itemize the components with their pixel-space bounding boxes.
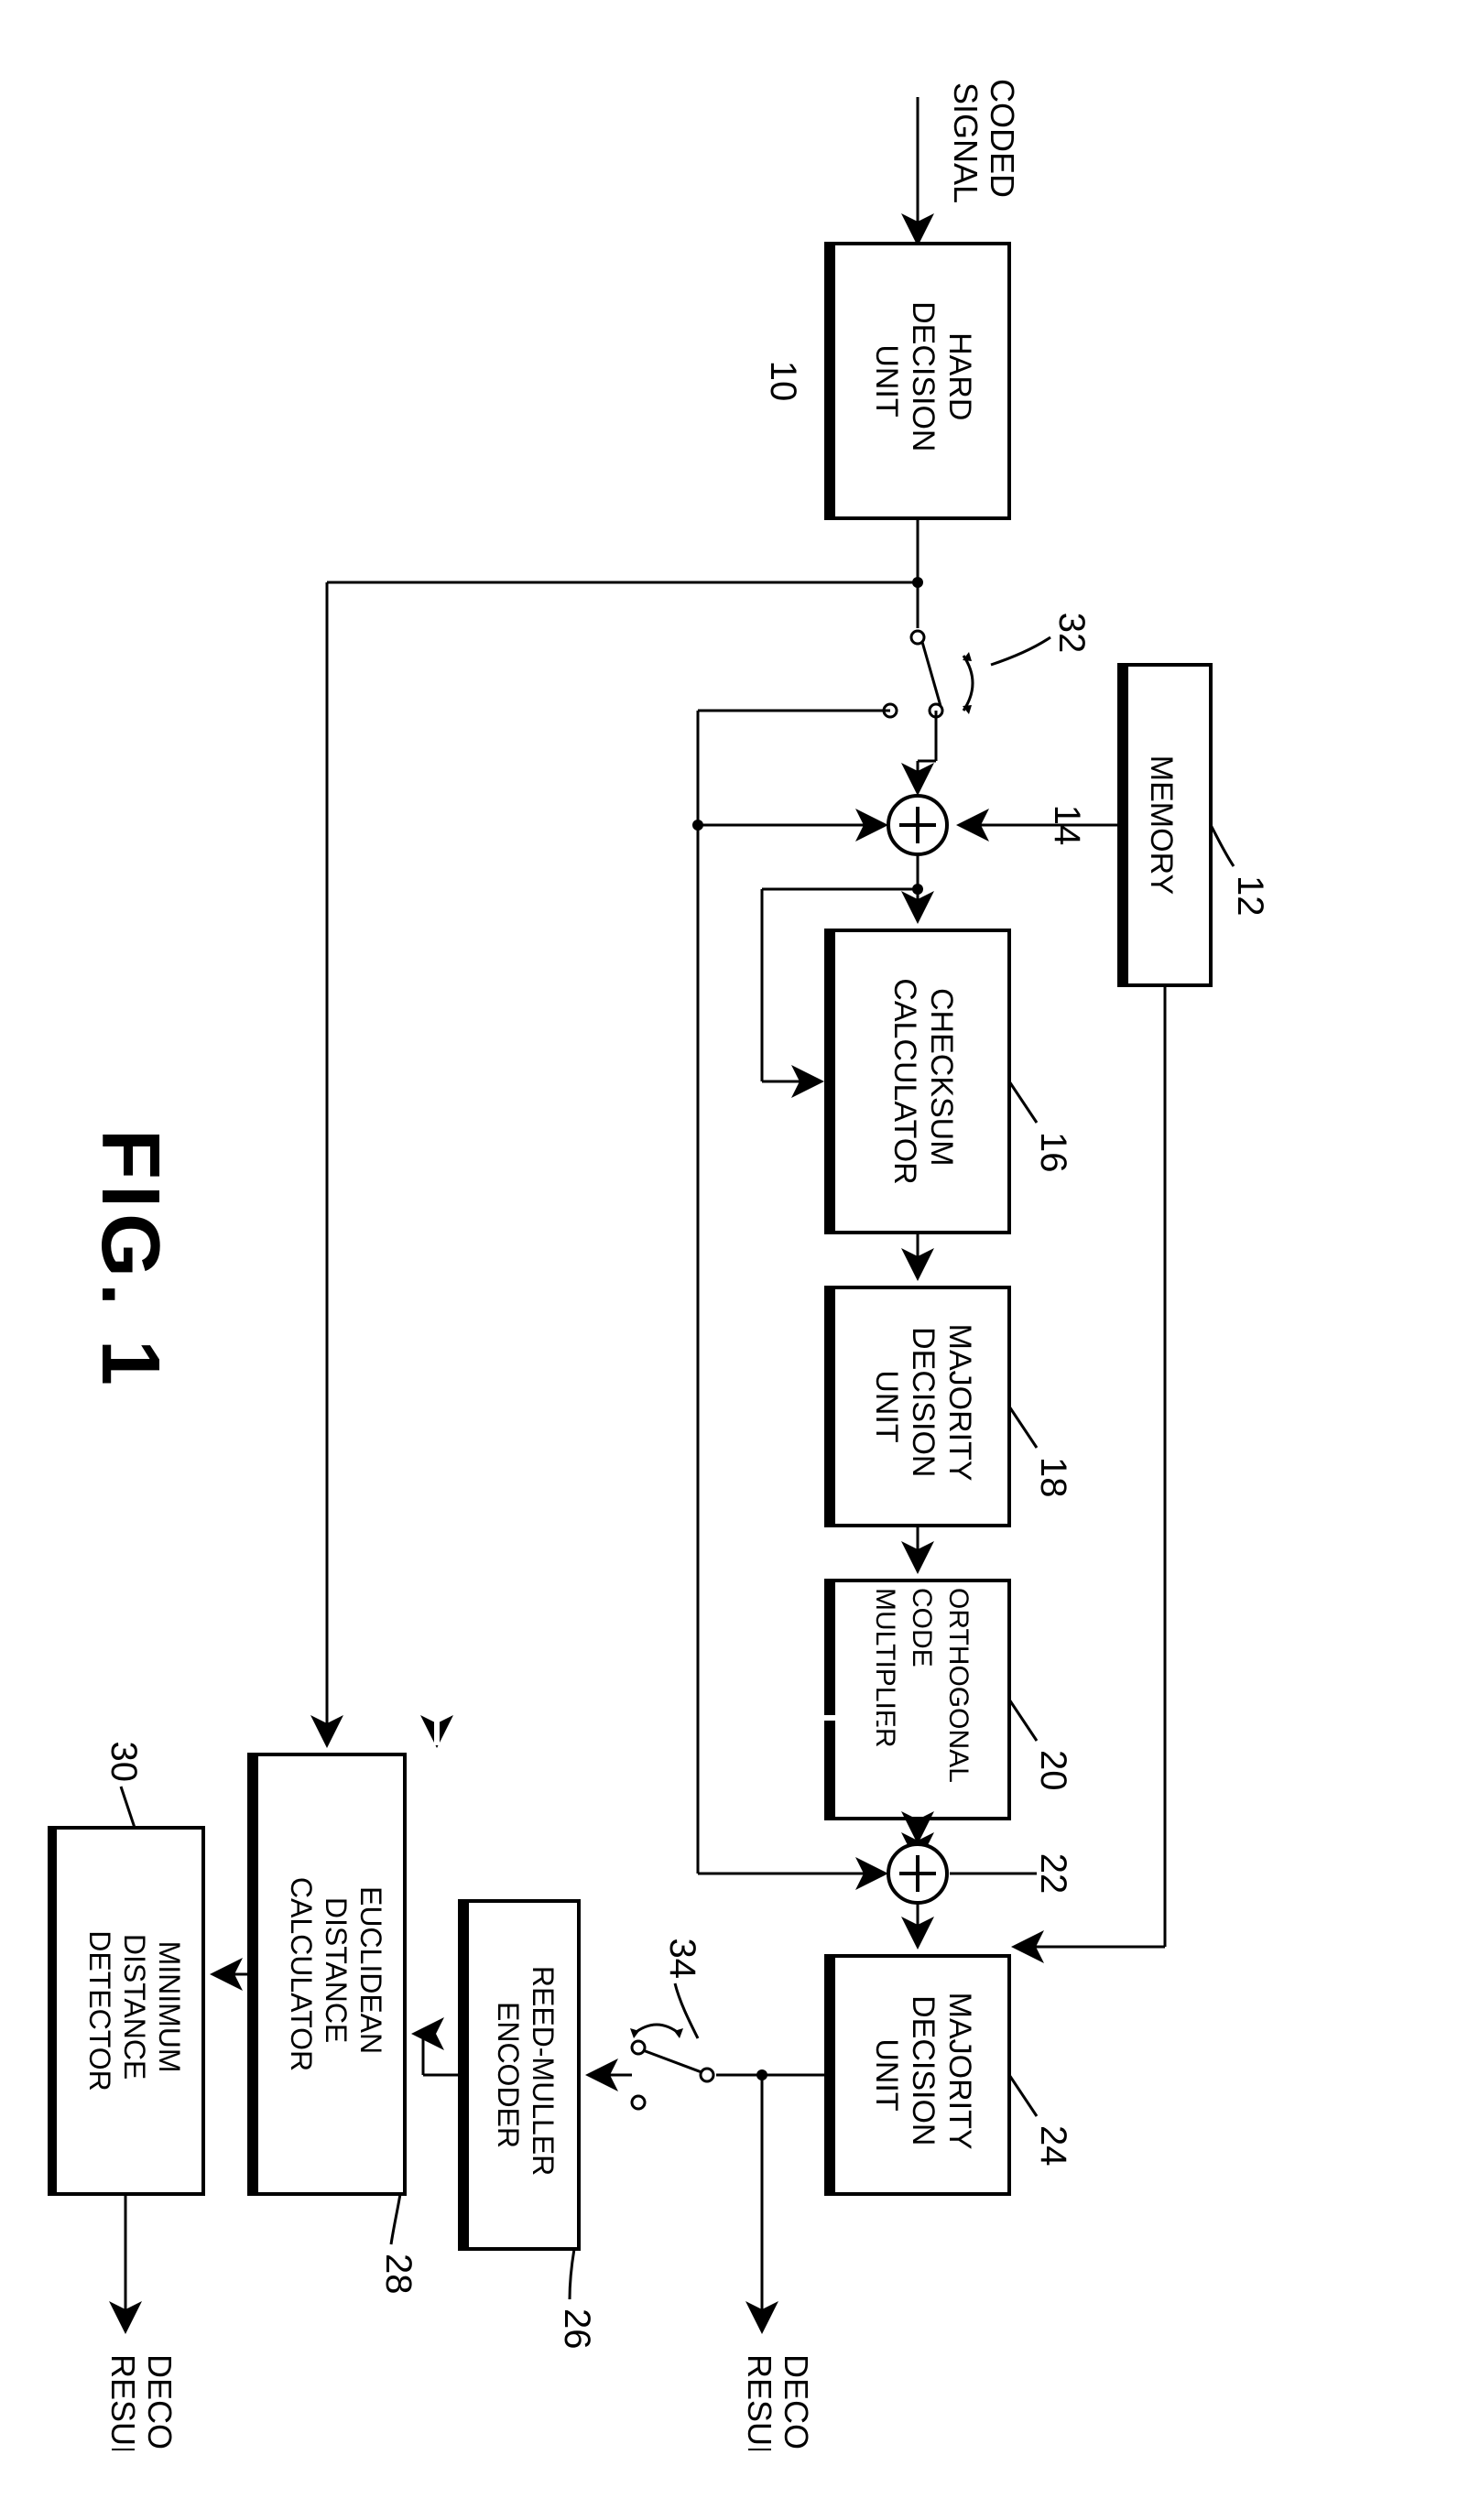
input-label: CODED SIGNAL [947, 79, 1021, 207]
decoding-result-top: DECODING RESULT [741, 2354, 815, 2450]
adder-22-draw [888, 1844, 947, 1903]
ref-12: 12 [1230, 875, 1270, 917]
ref-32: 32 [1051, 613, 1092, 654]
switch-32 [884, 631, 973, 717]
ref-10: 10 [763, 361, 803, 402]
ref-20: 20 [1033, 1750, 1073, 1791]
adder-14 [888, 796, 947, 854]
svg-text:MEMORY: MEMORY [1144, 755, 1179, 895]
ref-22: 22 [1033, 1853, 1073, 1895]
switch-34 [630, 2025, 713, 2109]
block-diagram: CODED SIGNAL HARD DECISION UNIT 10 [48, 70, 1421, 2450]
svg-text:MINIMUM DISTANCE: MINIMUM DISTANCE DETECTOR [83, 1930, 186, 2091]
ref-28: 28 [378, 2254, 419, 2295]
ref-26: 26 [557, 2308, 597, 2350]
svg-text:EUCLIDEAN DISTANCE: EUCLIDEAN DISTANCE CALCULATOR [285, 1877, 387, 2071]
ref-18: 18 [1033, 1457, 1073, 1498]
decoding-result-bottom: DECODING RESULT [104, 2354, 179, 2450]
ref-30: 30 [103, 1742, 144, 1783]
ref-34: 34 [662, 1939, 702, 1980]
figure-label: FIG. 1 [84, 1129, 176, 1391]
ref-16: 16 [1033, 1132, 1073, 1173]
ref-24: 24 [1033, 2125, 1073, 2167]
